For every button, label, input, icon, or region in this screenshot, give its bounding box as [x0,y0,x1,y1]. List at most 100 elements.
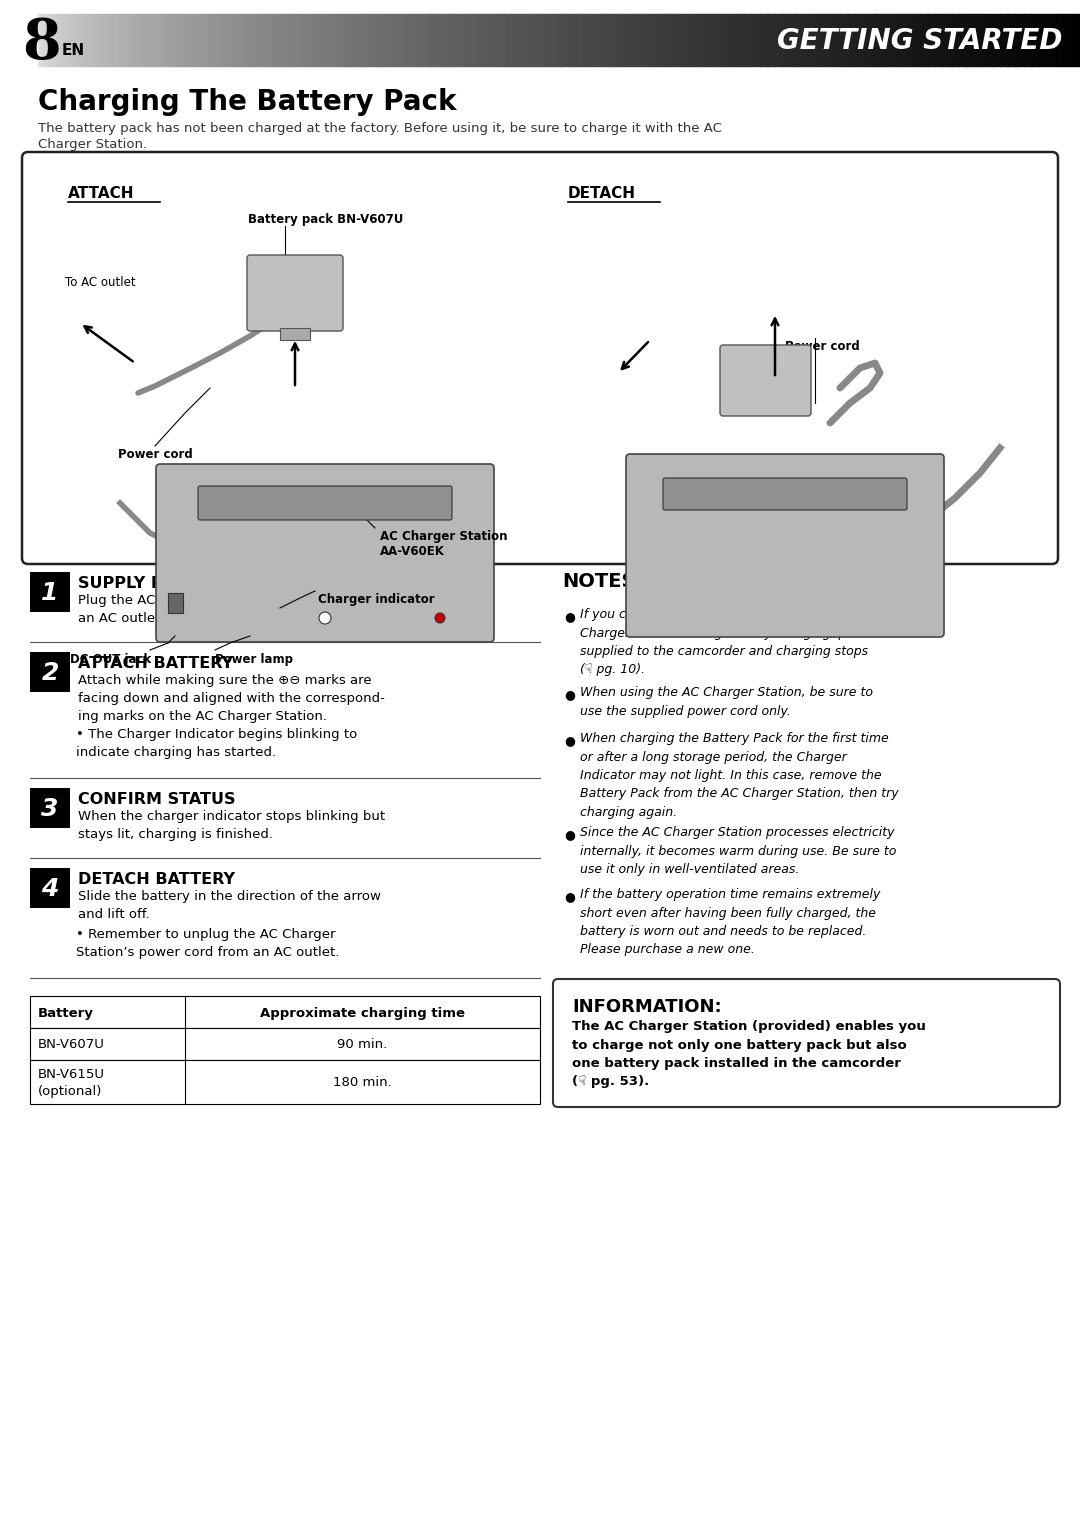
Bar [629,14,633,66]
Bar [45,14,49,66]
Bar [997,14,1000,66]
Bar [737,14,740,66]
Bar [1042,14,1045,66]
Bar [163,14,167,66]
Bar [1063,14,1067,66]
Bar [1003,14,1008,66]
Bar [837,14,841,66]
Text: Slide the battery in the direction of the arrow
and lift off.: Slide the battery in the direction of th… [78,891,381,921]
Text: Power lamp: Power lamp [215,653,293,665]
Bar [191,14,194,66]
Bar [1049,14,1053,66]
Text: Power cord: Power cord [785,340,860,353]
Bar [288,14,292,66]
Text: To AC outlet: To AC outlet [65,276,136,290]
Bar [917,14,921,66]
Bar [104,14,108,66]
Bar [528,14,531,66]
Bar [41,14,45,66]
Bar [108,14,111,66]
Bar [285,14,288,66]
Bar [517,14,522,66]
Bar [177,14,181,66]
Bar [146,14,150,66]
Text: ●: ● [564,688,575,701]
Bar [903,14,907,66]
Bar [868,14,873,66]
Bar [1000,14,1004,66]
Bar [240,14,243,66]
Bar [469,14,473,66]
Bar [545,14,549,66]
Bar [267,14,271,66]
Text: Since the AC Charger Station processes electricity
internally, it becomes warm d: Since the AC Charger Station processes e… [580,826,896,875]
Bar [799,14,802,66]
Bar [280,328,310,340]
FancyBboxPatch shape [720,345,811,415]
Bar [166,14,171,66]
Bar [0,14,1080,66]
Text: Battery: Battery [38,1007,94,1019]
Bar [1007,14,1011,66]
Bar [698,14,702,66]
Bar [1011,14,1014,66]
Bar [639,14,643,66]
Bar [514,14,517,66]
Text: When charging the Battery Pack for the first time
or after a long storage period: When charging the Battery Pack for the f… [580,731,899,819]
Text: 8: 8 [22,15,60,71]
Bar [840,14,845,66]
Bar [760,14,765,66]
Bar [194,14,199,66]
Text: AA-V60EK: AA-V60EK [380,546,445,558]
Bar [337,14,340,66]
Bar [802,14,806,66]
Bar [892,14,896,66]
Bar [896,14,900,66]
Bar [138,14,143,66]
Bar [431,14,434,66]
Bar [937,14,942,66]
Bar [820,14,823,66]
Bar [778,14,782,66]
Bar [503,14,508,66]
Bar [643,14,646,66]
Bar [30,1059,540,1104]
Text: Approximate charging time: Approximate charging time [260,1007,465,1019]
Bar [448,14,451,66]
Bar [94,14,97,66]
Bar [83,14,87,66]
Bar [389,14,393,66]
Bar [309,14,313,66]
Bar [934,14,939,66]
Text: • Remember to unplug the AC Charger
Station’s power cord from an AC outlet.: • Remember to unplug the AC Charger Stat… [76,927,339,960]
Bar [909,14,914,66]
Bar [423,14,428,66]
Bar [666,14,671,66]
Bar [400,14,403,66]
Bar [1017,14,1022,66]
Text: DETACH BATTERY: DETACH BATTERY [78,872,235,888]
Bar [572,14,577,66]
Bar [538,14,542,66]
Bar [757,14,761,66]
Text: DETACH: DETACH [568,185,636,201]
Bar [378,14,382,66]
Bar [945,14,948,66]
Bar [235,14,240,66]
FancyBboxPatch shape [22,152,1058,564]
Bar [986,14,990,66]
Bar [774,14,779,66]
Text: Charger indicator: Charger indicator [318,593,434,606]
Bar [315,14,320,66]
Bar [1031,14,1036,66]
Bar [1074,14,1077,66]
Bar [30,1029,540,1059]
Bar [559,14,563,66]
Bar [170,14,174,66]
Bar [152,14,157,66]
Text: Battery pack BN-V607U: Battery pack BN-V607U [248,213,403,225]
Bar [781,14,785,66]
Bar [843,14,848,66]
Bar [507,14,511,66]
Bar [143,14,146,66]
